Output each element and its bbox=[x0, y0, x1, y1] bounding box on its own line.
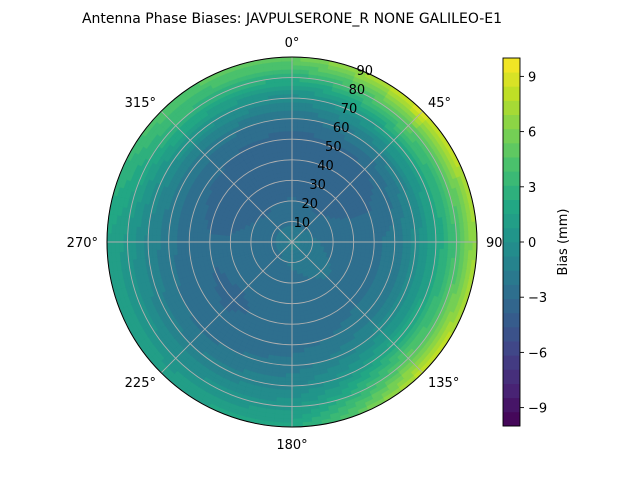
chart-title: Antenna Phase Biases: JAVPULSERONE_R NON… bbox=[82, 11, 502, 27]
